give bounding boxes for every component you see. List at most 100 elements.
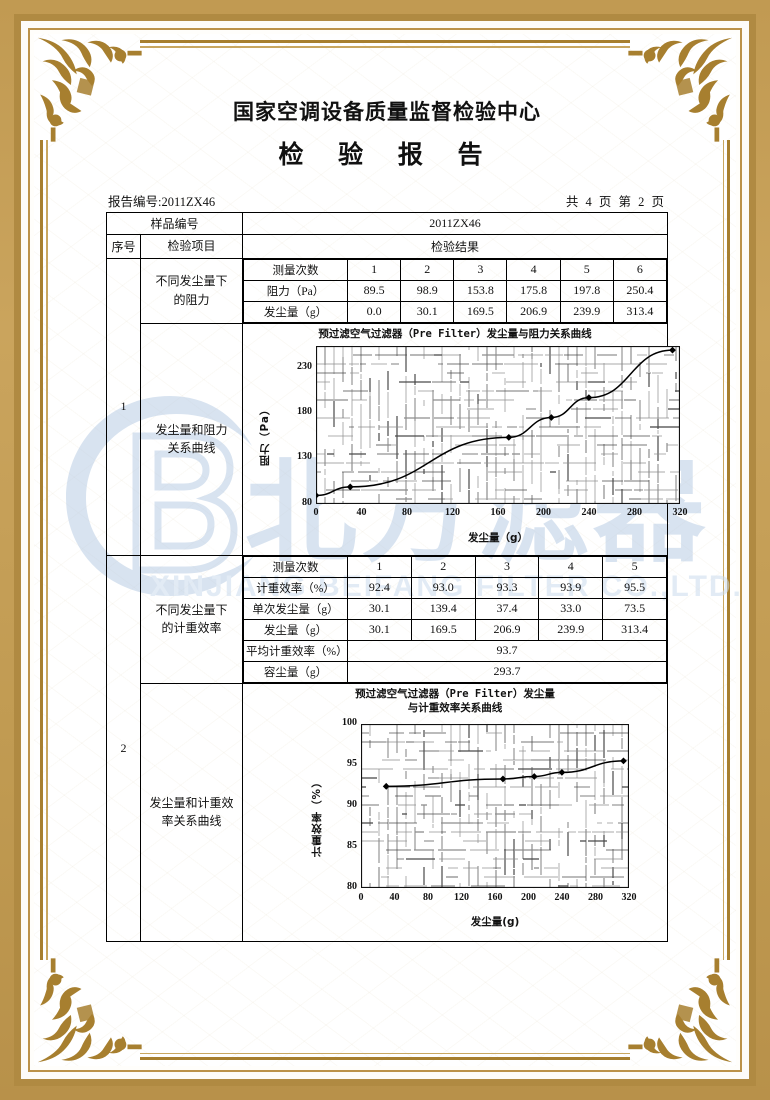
- r1-res-4: 197.8: [559, 279, 614, 302]
- organization-title: 国家空调设备质量监督检验中心: [233, 100, 541, 124]
- chart-1-plot-area: [316, 345, 681, 504]
- r1-h0: 测量次数: [243, 258, 349, 281]
- r1-dust-1: 30.1: [400, 300, 455, 323]
- sample-no-value: 2011ZX46: [242, 212, 668, 235]
- x-tick: 320: [621, 891, 637, 903]
- x-tick: 200: [521, 891, 537, 903]
- table-row-2-data: 2 不同发尘量下 的计重效率 测量次数 1 2 3: [106, 554, 668, 942]
- y-tick: 90: [347, 798, 358, 810]
- row2-item-line1: 发尘量和计重效: [149, 795, 234, 810]
- table-row-1-chart: 发尘量和阻力 关系曲线 预过滤空气过滤器（Pre Filter）发尘量与阻力关系…: [107, 322, 688, 556]
- chart-2-plot-area: [361, 723, 630, 888]
- r2-eff-1: 93.0: [410, 576, 476, 599]
- x-tick: 80: [402, 506, 413, 518]
- r1-h2: 2: [400, 258, 455, 281]
- chart-2-title-mono: Pre Filter: [449, 687, 513, 700]
- chart-2-ylabel: 计重效率（%）: [311, 776, 324, 857]
- report-meta: 报告编号:2011ZX46 共 4 页 第 2 页: [106, 191, 668, 212]
- x-tick: 0: [358, 891, 364, 903]
- y-tick: 230: [297, 361, 313, 373]
- x-tick: 320: [672, 506, 688, 518]
- table-row: 平均计重效率（%） 93.7: [243, 639, 667, 662]
- x-tick: 120: [454, 891, 470, 903]
- x-tick: 160: [490, 506, 506, 518]
- r1-res-2: 153.8: [453, 279, 508, 302]
- r1-dust-3: 206.9: [506, 300, 561, 323]
- table-row-headers: 序号 检验项目 检验结果: [106, 234, 668, 259]
- r2-single-0: 30.1: [347, 597, 412, 620]
- report-number: 报告编号:2011ZX46: [108, 195, 216, 209]
- r2-dust-1: 169.5: [410, 618, 476, 641]
- table-row: 计重效率（%） 92.4 93.0 93.3 93.9 95.5: [243, 576, 667, 599]
- table-row: 测量次数 1 2 3 4 5 6: [243, 258, 668, 281]
- r2-avg-label: 平均计重效率（%）: [243, 639, 349, 662]
- y-tick: 100: [342, 716, 358, 728]
- y-tick: 85: [347, 839, 358, 851]
- col-header-item: 检验项目: [139, 234, 244, 259]
- chart-1-ylabel: 阻力（Pa）: [259, 403, 272, 466]
- r1-dust-2: 169.5: [453, 300, 508, 323]
- r2-eff-label: 计重效率（%）: [243, 576, 349, 599]
- r2-cap-value: 293.7: [347, 660, 667, 683]
- r1-res-0: 89.5: [347, 279, 402, 302]
- chart-2-title: 预过滤空气过滤器（Pre Filter）发尘量 与计重效率关系曲线: [243, 687, 667, 715]
- r1-h3: 3: [453, 258, 508, 281]
- chart-2-cell: 预过滤空气过滤器（Pre Filter）发尘量 与计重效率关系曲线 计重效率（%…: [242, 682, 668, 942]
- x-tick: 240: [554, 891, 570, 903]
- row2-subitem-label: 不同发尘量下 的计重效率: [139, 554, 244, 684]
- inspection-table: 样品编号 2011ZX46 序号 检验项目 检验结果 1 不同发尘量下 的阻力: [105, 212, 688, 942]
- row1-subitem-line2: 的阻力: [173, 292, 210, 307]
- page-number: 共 4 页 第 2 页: [565, 195, 666, 209]
- page-title: 检 验 报 告: [278, 140, 496, 169]
- row1-item-line2: 关系曲线: [167, 441, 216, 456]
- r1-dust-5: 313.4: [612, 300, 668, 323]
- r2-dust-2: 206.9: [474, 618, 540, 641]
- row2-subitem-line2: 的计重效率: [161, 621, 222, 636]
- r1-res-5: 250.4: [612, 279, 668, 302]
- r2-cap-label: 容尘量（g）: [243, 660, 349, 683]
- row2-item-label: 发尘量和计重效 率关系曲线: [139, 682, 244, 942]
- x-tick: 280: [627, 506, 643, 518]
- r2-eff-4: 95.5: [602, 576, 667, 599]
- y-tick: 130: [297, 451, 313, 463]
- table-row: 单次发尘量（g） 30.1 139.4 37.4 33.0 73.5: [243, 597, 667, 620]
- x-tick: 0: [313, 506, 319, 518]
- x-tick: 160: [487, 891, 503, 903]
- r1-res-1: 98.9: [400, 279, 455, 302]
- chart-1-title: 预过滤空气过滤器（Pre Filter）发尘量与阻力关系曲线: [243, 327, 667, 341]
- r1-res-3: 175.8: [506, 279, 561, 302]
- chart-resistance-vs-dust: 预过滤空气过滤器（Pre Filter）发尘量与阻力关系曲线 阻力（Pa） 80…: [243, 324, 688, 555]
- x-tick: 240: [581, 506, 597, 518]
- r1-h1: 1: [347, 258, 402, 281]
- table-row: 阻力（Pa） 89.5 98.9 153.8 175.8 197.8 250.4: [243, 279, 668, 302]
- r2-eff-2: 93.3: [474, 576, 540, 599]
- r1-h6: 6: [612, 258, 668, 281]
- chart-2-title-p2: ）发尘量: [512, 687, 555, 700]
- row2-measure-table: 测量次数 1 2 3 4 5 计重效率（%） 92.4 93.0: [243, 555, 667, 683]
- row1-item-line1: 发尘量和阻力: [155, 422, 228, 437]
- sample-no-label: 样品编号: [105, 212, 244, 235]
- r1-resistance-label: 阻力（Pa）: [243, 279, 349, 302]
- table-row-2-chart: 发尘量和计重效 率关系曲线 预过滤空气过滤器（Pre Filter）发尘量 与计…: [107, 682, 668, 942]
- chart-2-title-p1: 预过滤空气过滤器（: [355, 687, 450, 700]
- chart-1-title-p2: ）发尘量与阻力关系曲线: [476, 327, 592, 340]
- x-tick: 80: [423, 891, 434, 903]
- r1-h4: 4: [506, 258, 561, 281]
- x-tick: 40: [389, 891, 400, 903]
- table-row-1-data: 1 不同发尘量下 的阻力 测量次数 1 2 3: [106, 257, 668, 556]
- r2-single-2: 37.4: [474, 597, 540, 620]
- col-header-result: 检验结果: [242, 234, 668, 259]
- r2-single-4: 73.5: [602, 597, 667, 620]
- chart-1-title-mono: Pre Filter: [412, 327, 477, 340]
- r2-h0: 测量次数: [243, 555, 349, 578]
- r2-dust-label: 发尘量（g）: [243, 618, 349, 641]
- y-tick: 80: [347, 880, 358, 892]
- r1-dust-4: 239.9: [559, 300, 614, 323]
- chart-2-title-line2: 与计重效率关系曲线: [407, 701, 503, 714]
- r2-h4: 4: [538, 555, 604, 578]
- r2-h2: 2: [410, 555, 476, 578]
- row2-item-line2: 率关系曲线: [161, 814, 222, 829]
- row2-data-cell: 测量次数 1 2 3 4 5 计重效率（%） 92.4 93.0: [242, 554, 668, 684]
- chart-1-cell: 预过滤空气过滤器（Pre Filter）发尘量与阻力关系曲线 阻力（Pa） 80…: [242, 322, 688, 556]
- table-row-sample: 样品编号 2011ZX46: [105, 212, 668, 235]
